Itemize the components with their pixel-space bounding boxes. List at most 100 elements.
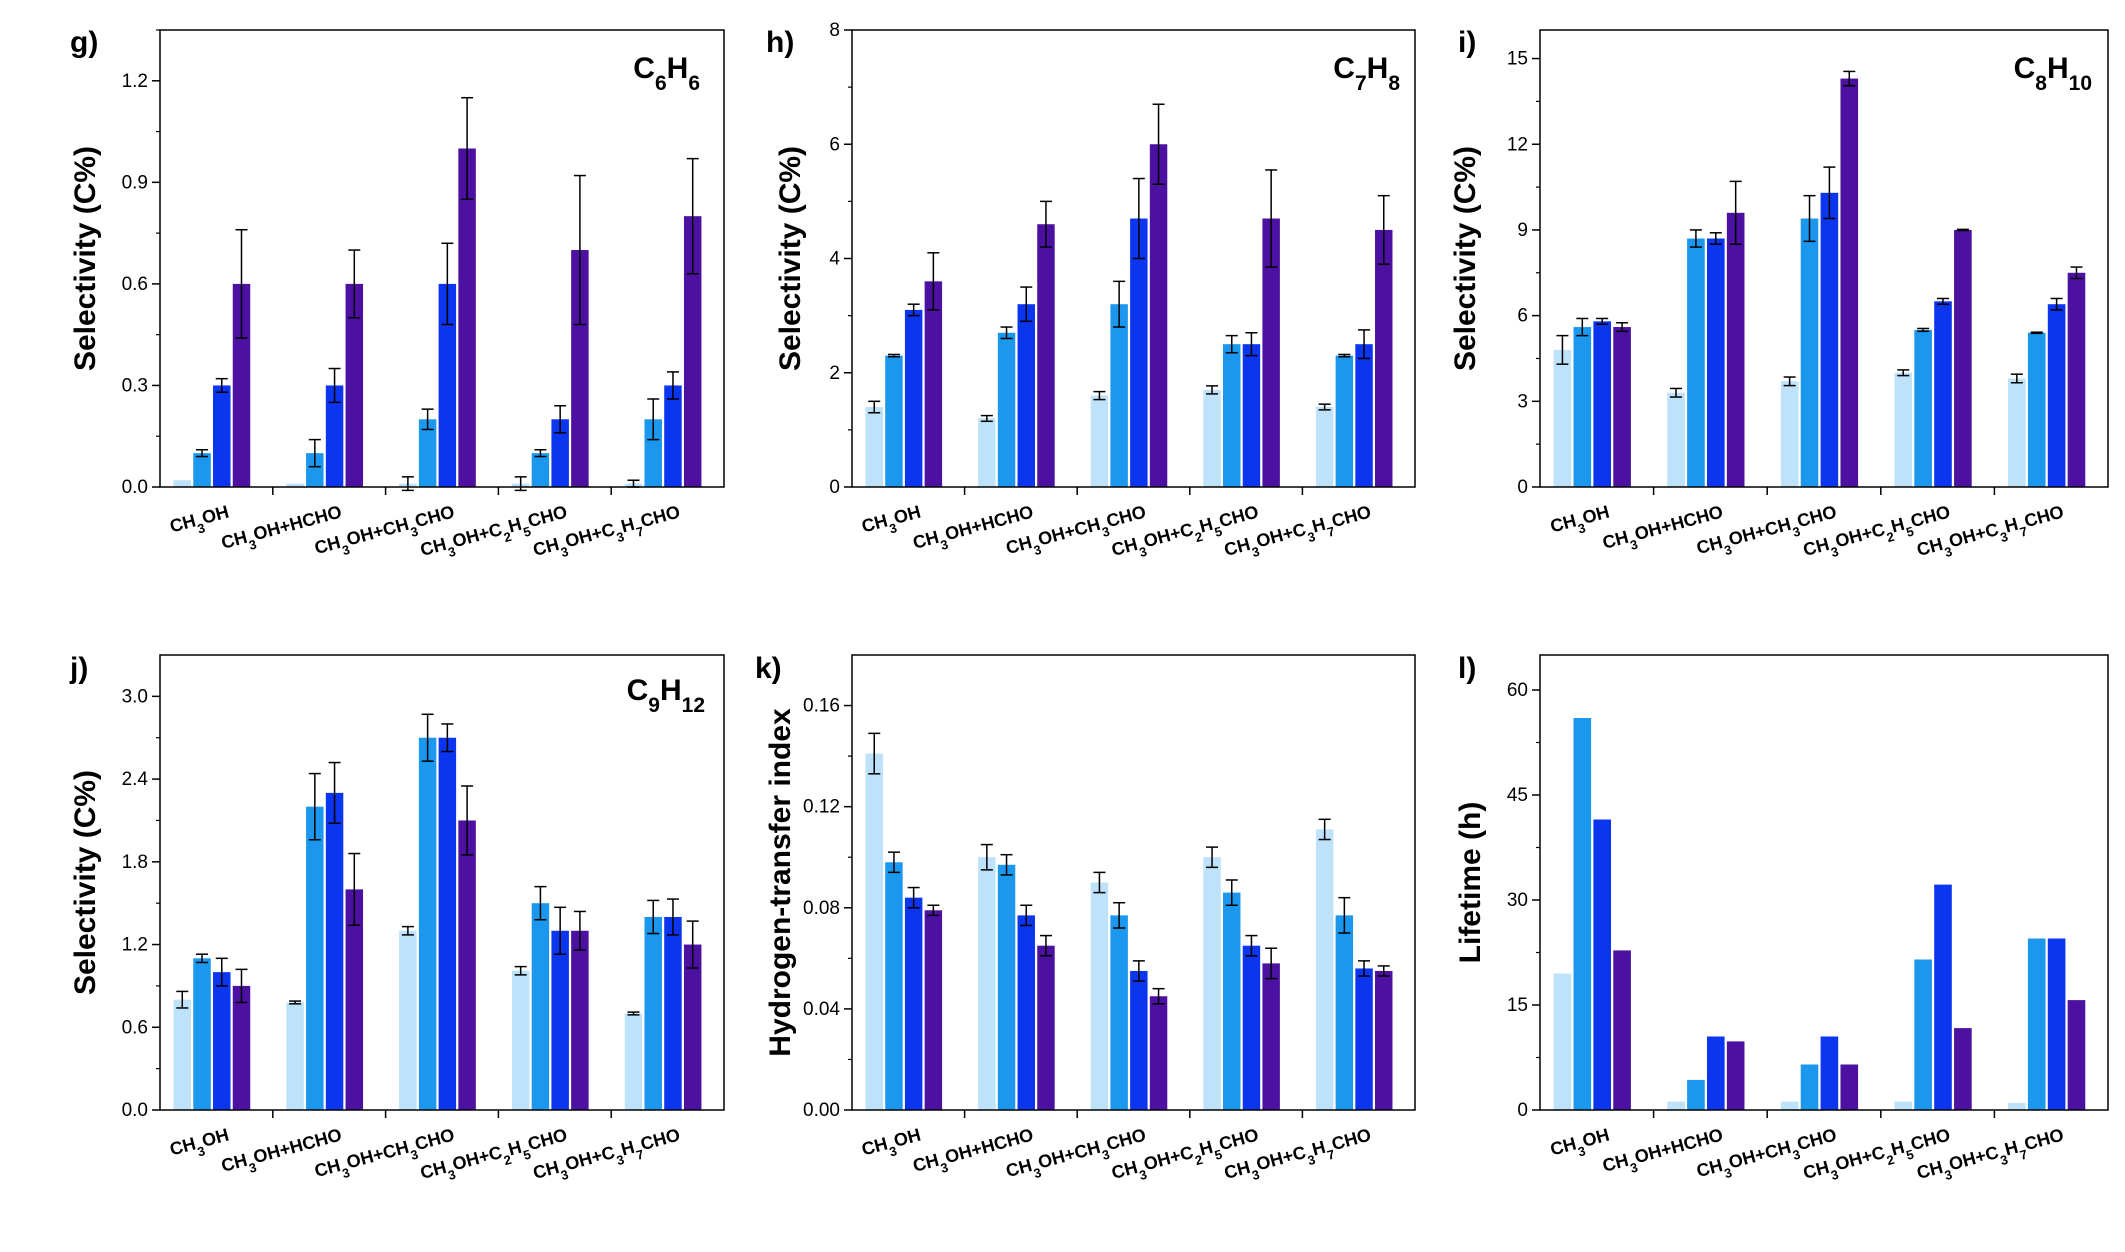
bar-series-1-cat-2 bbox=[286, 1002, 304, 1110]
bar-series-3-cat-5 bbox=[2047, 938, 2066, 1110]
bar-series-2-cat-4 bbox=[531, 453, 550, 487]
compound-title: C7H8 bbox=[1333, 52, 1400, 95]
y-tick-label: 0 bbox=[1517, 1100, 1528, 1121]
bar-series-2-cat-5 bbox=[2027, 332, 2046, 487]
bar-series-2-cat-2 bbox=[1687, 1079, 1705, 1110]
bar-series-2-cat-1 bbox=[1573, 718, 1592, 1110]
bar-series-1-cat-4 bbox=[511, 970, 530, 1110]
y-axis-label: Selectivity (C%) bbox=[1449, 146, 1482, 371]
y-tick-label: 4 bbox=[829, 249, 840, 270]
bar-series-3-cat-2 bbox=[1706, 1036, 1725, 1110]
bar-series-1-cat-1 bbox=[173, 999, 192, 1110]
y-tick-label: 3.0 bbox=[122, 686, 148, 707]
compound-title: C6H6 bbox=[633, 52, 700, 95]
bar-series-2-cat-2 bbox=[997, 332, 1016, 487]
chart-panel-j: 0.00.61.21.82.43.0CH3OHCH3OH+HCHOCH3OH+C… bbox=[69, 652, 725, 1183]
bar-series-4-cat-5 bbox=[2067, 1000, 2086, 1110]
y-tick-label: 0.3 bbox=[122, 375, 148, 396]
plot-frame bbox=[1539, 29, 2109, 488]
chart-panel-k: 0.000.040.080.120.16CH3OHCH3OH+HCHOCH3OH… bbox=[755, 652, 1416, 1183]
x-category-label: CH3OH+C2H5CHO bbox=[418, 502, 571, 567]
bar-series-1-cat-3 bbox=[1780, 1101, 1799, 1110]
bar-series-3-cat-3 bbox=[438, 737, 457, 1110]
bar-series-4-cat-5 bbox=[1375, 970, 1393, 1110]
y-tick-label: 30 bbox=[1507, 890, 1528, 911]
compound-title: C8H10 bbox=[2014, 52, 2092, 95]
bar-series-4-cat-5 bbox=[2067, 272, 2086, 487]
bar-series-4-cat-4 bbox=[1262, 218, 1280, 487]
bar-series-3-cat-2 bbox=[1017, 915, 1035, 1110]
bar-series-1-cat-5 bbox=[1315, 407, 1334, 487]
bar-series-4-cat-3 bbox=[1149, 144, 1168, 487]
y-tick-label: 0.08 bbox=[803, 898, 840, 919]
bar-series-2-cat-5 bbox=[644, 916, 662, 1110]
bar-series-1-cat-5 bbox=[1315, 829, 1334, 1110]
bar-series-4-cat-2 bbox=[1726, 1041, 1745, 1110]
chart-panel-l: 015304560CH3OHCH3OH+HCHOCH3OH+CH3CHOCH3O… bbox=[1454, 652, 2109, 1190]
bar-series-1-cat-2 bbox=[1667, 1101, 1685, 1110]
bar-series-4-cat-3 bbox=[1840, 1064, 1859, 1110]
bar-series-4-cat-2 bbox=[345, 889, 364, 1110]
bar-series-1-cat-1 bbox=[865, 753, 883, 1110]
bar-series-1-cat-3 bbox=[1090, 395, 1109, 487]
bar-series-4-cat-2 bbox=[1037, 224, 1055, 487]
x-category-label: CH3OH+C3H7CHO bbox=[1915, 1125, 2068, 1190]
y-tick-label: 0.6 bbox=[122, 274, 148, 295]
y-tick-label: 8 bbox=[829, 20, 840, 41]
bar-series-4-cat-1 bbox=[232, 283, 251, 487]
y-tick-label: 0.16 bbox=[803, 696, 840, 717]
bar-series-2-cat-2 bbox=[997, 864, 1016, 1110]
y-tick-label: 60 bbox=[1507, 680, 1528, 701]
bar-series-4-cat-2 bbox=[345, 283, 364, 487]
bar-series-4-cat-4 bbox=[1954, 1028, 1972, 1110]
bar-series-2-cat-1 bbox=[193, 958, 211, 1110]
plot-frame bbox=[851, 654, 1416, 1111]
bar-series-4-cat-3 bbox=[1840, 78, 1859, 488]
bar-series-2-cat-1 bbox=[1573, 327, 1592, 487]
y-tick-label: 0.04 bbox=[803, 999, 840, 1020]
bar-series-3-cat-4 bbox=[551, 930, 569, 1110]
plot-frame bbox=[159, 654, 725, 1111]
bar-series-2-cat-2 bbox=[306, 806, 324, 1110]
panel-letter: h) bbox=[766, 26, 794, 59]
bar-series-2-cat-3 bbox=[1800, 218, 1819, 487]
y-axis-label: Selectivity (C%) bbox=[69, 770, 102, 995]
bar-series-4-cat-1 bbox=[924, 281, 943, 487]
bar-series-2-cat-4 bbox=[1914, 959, 1932, 1110]
y-tick-label: 0.9 bbox=[122, 172, 148, 193]
bar-series-3-cat-1 bbox=[904, 309, 923, 487]
bar-series-1-cat-4 bbox=[1894, 372, 1913, 487]
y-tick-label: 9 bbox=[1517, 220, 1528, 241]
bar-series-3-cat-3 bbox=[1130, 970, 1148, 1110]
y-tick-label: 0.12 bbox=[803, 797, 840, 818]
bar-series-3-cat-5 bbox=[1355, 968, 1373, 1110]
bar-series-3-cat-4 bbox=[1242, 344, 1261, 487]
compound-title: C9H12 bbox=[627, 674, 705, 717]
bar-series-3-cat-1 bbox=[1593, 321, 1611, 487]
y-tick-label: 1.2 bbox=[122, 935, 148, 956]
y-tick-label: 0.0 bbox=[122, 477, 148, 498]
bar-series-4-cat-4 bbox=[1954, 229, 1972, 487]
bar-series-1-cat-5 bbox=[2008, 378, 2026, 487]
bar-series-4-cat-1 bbox=[232, 985, 251, 1110]
bar-series-2-cat-1 bbox=[885, 355, 903, 487]
bar-series-2-cat-4 bbox=[1223, 892, 1241, 1110]
bar-series-3-cat-3 bbox=[438, 283, 457, 487]
bar-series-3-cat-5 bbox=[664, 916, 682, 1110]
bar-series-1-cat-4 bbox=[1203, 389, 1221, 487]
y-tick-label: 0.6 bbox=[122, 1017, 148, 1038]
bar-series-3-cat-2 bbox=[1017, 304, 1035, 487]
bar-series-2-cat-3 bbox=[418, 737, 437, 1110]
chart-panel-i: 03691215CH3OHCH3OH+HCHOCH3OH+CH3CHOCH3OH… bbox=[1449, 26, 2109, 560]
bar-series-2-cat-4 bbox=[1914, 329, 1932, 487]
y-tick-label: 45 bbox=[1507, 785, 1528, 806]
bar-series-4-cat-1 bbox=[1613, 950, 1631, 1110]
bar-series-3-cat-3 bbox=[1820, 192, 1839, 487]
y-axis-label: Selectivity (C%) bbox=[69, 146, 102, 371]
bar-series-4-cat-2 bbox=[1726, 212, 1745, 488]
bar-series-2-cat-4 bbox=[1223, 344, 1241, 487]
bar-series-4-cat-4 bbox=[1262, 963, 1280, 1110]
y-tick-label: 15 bbox=[1507, 995, 1528, 1016]
bar-series-1-cat-2 bbox=[286, 483, 304, 487]
